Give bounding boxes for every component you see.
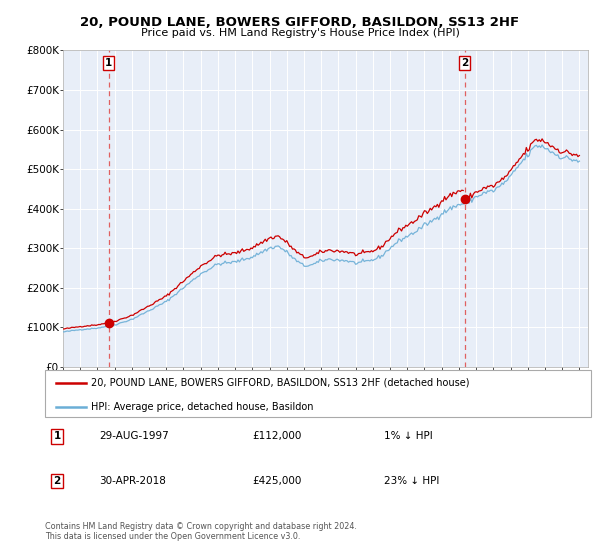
Text: 20, POUND LANE, BOWERS GIFFORD, BASILDON, SS13 2HF: 20, POUND LANE, BOWERS GIFFORD, BASILDON… [80,16,520,29]
Text: 30-APR-2018: 30-APR-2018 [100,476,166,486]
Text: £425,000: £425,000 [253,476,302,486]
Text: 20, POUND LANE, BOWERS GIFFORD, BASILDON, SS13 2HF (detached house): 20, POUND LANE, BOWERS GIFFORD, BASILDON… [91,378,470,388]
Text: Contains HM Land Registry data © Crown copyright and database right 2024.
This d: Contains HM Land Registry data © Crown c… [45,522,357,542]
Text: 23% ↓ HPI: 23% ↓ HPI [383,476,439,486]
Text: 29-AUG-1997: 29-AUG-1997 [100,431,169,441]
Text: 2: 2 [53,476,61,486]
Text: £112,000: £112,000 [253,431,302,441]
Text: HPI: Average price, detached house, Basildon: HPI: Average price, detached house, Basi… [91,402,314,412]
Text: 1: 1 [105,58,113,68]
Text: 2: 2 [461,58,468,68]
Text: Price paid vs. HM Land Registry's House Price Index (HPI): Price paid vs. HM Land Registry's House … [140,28,460,38]
Text: 1: 1 [53,431,61,441]
Text: 1% ↓ HPI: 1% ↓ HPI [383,431,432,441]
